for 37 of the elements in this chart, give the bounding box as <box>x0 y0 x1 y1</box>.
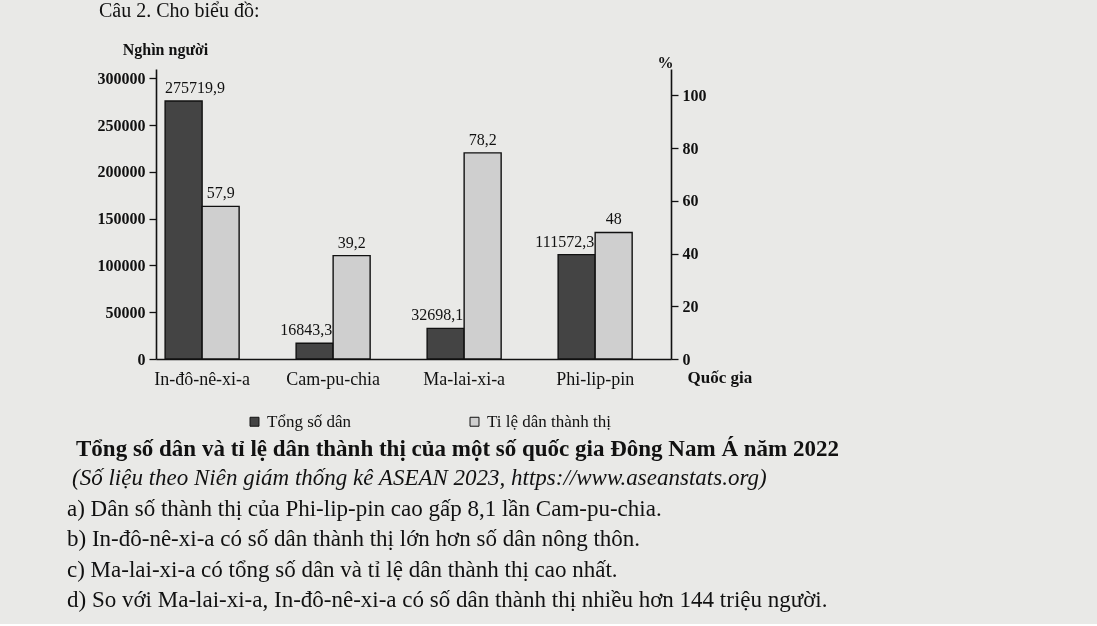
data-label: 48 <box>605 210 622 228</box>
data-label: 57,9 <box>206 184 235 202</box>
y2-tick-label: 0 <box>682 350 691 368</box>
text: d) So với Ma-lai-xi-a, In-đô-nê-xi-a có số dân thành thị nhiều hơn 144 triệu người. <box>67 587 828 612</box>
data-label: 32698,1 <box>411 306 464 324</box>
data-label: 111572,3 <box>535 232 595 250</box>
y2-axis-title: % <box>657 53 674 71</box>
y2-tick-label: 100 <box>682 86 707 104</box>
data-label: 16843,3 <box>280 321 333 339</box>
y2-tick-label: 60 <box>682 192 699 210</box>
y-tick-label: 250000 <box>97 116 146 134</box>
x-tick-label: Cam-pu-chia <box>286 368 381 389</box>
y-tick-label: 300000 <box>97 69 146 87</box>
x-tick-label: Phi-lip-pin <box>556 368 635 389</box>
y-tick-label: 200000 <box>97 163 146 181</box>
text: c) Ma-lai-xi-a có tổng số dân và tỉ lệ dân thành thị cao nhất. <box>67 556 618 582</box>
y-axis-title: Nghìn người <box>122 40 209 59</box>
x-tick-label: In-đô-nê-xi-a <box>154 368 251 389</box>
text: Tổng số dân và tỉ lệ dân thành thị của một số quốc gia Đông Nam Á năm 2022 <box>76 436 839 461</box>
data-label: 78,2 <box>468 130 497 148</box>
y-tick-label: 150000 <box>97 210 146 228</box>
data-label: 39,2 <box>337 233 366 251</box>
text: Câu 2. Cho biểu đồ: <box>99 0 260 21</box>
text: b) In-đô-nê-xi-a có số dân thành thị lớn hơn số dân nông thôn. <box>67 526 641 551</box>
y-tick-label: 100000 <box>97 256 146 274</box>
legend-label: Tổng số dân <box>267 411 352 431</box>
y-tick-label: 50000 <box>105 303 146 321</box>
text: a) Dân số thành thị của Phi-lip-pin cao gấp 8,1 lần Cam-pu-chia. <box>67 495 662 521</box>
y2-tick-label: 20 <box>682 297 699 315</box>
y-tick-label: 0 <box>137 350 146 368</box>
x-tick-label: Ma-lai-xi-a <box>423 368 506 389</box>
x-axis-title: Quốc gia <box>687 367 753 387</box>
legend-label: Ti lệ dân thành thị <box>487 411 612 431</box>
y2-tick-label: 40 <box>682 245 699 263</box>
y2-tick-label: 80 <box>682 139 699 157</box>
data-label: 275719,9 <box>165 79 226 97</box>
text: (Số liệu theo Niên giám thống kê ASEAN 2023, https://www.aseanstats.org) <box>72 465 767 490</box>
